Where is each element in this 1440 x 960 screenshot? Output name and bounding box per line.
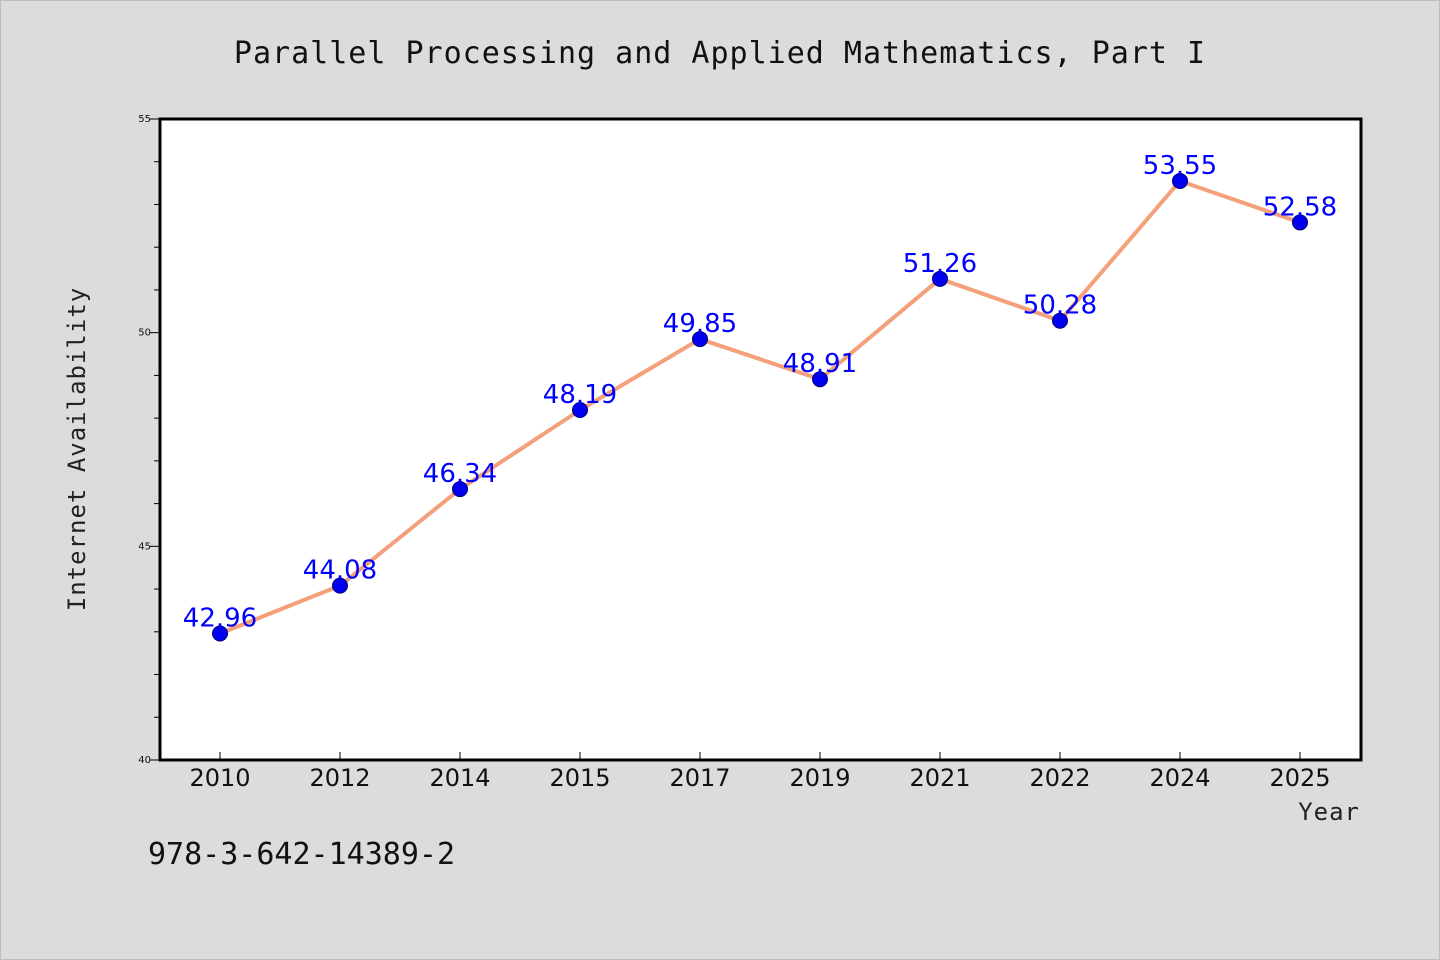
data-point [692,331,708,348]
data-label: 49.85 [663,309,737,339]
y-axis-label: Internet Availability [63,287,91,611]
y-tick-label: 45 [138,541,151,552]
data-label: 48.19 [543,380,617,410]
data-label: 48.91 [783,349,857,379]
series-markers [212,172,1308,642]
y-axis-ticks: 40 45 50 55 [138,114,160,766]
plot-area [158,117,1363,762]
data-point [212,625,228,642]
data-point [1292,214,1308,231]
data-point [1052,312,1068,329]
data-point [812,371,828,388]
chart-title: Parallel Processing and Applied Mathemat… [234,36,1206,71]
data-label: 44.08 [303,556,377,586]
x-axis-ticks: 2010 2012 2014 2015 2017 2019 2021 2022 2024 2025 [189,752,1331,792]
data-label: 51.26 [903,249,977,279]
x-tick-label: 2024 [1149,764,1210,792]
data-label: 52.58 [1263,192,1337,222]
x-tick-label: 2014 [429,764,490,792]
x-axis-label: Year [1298,798,1360,826]
isbn-annotation: 978-3-642-14389-2 [148,837,455,872]
x-tick-label: 2022 [1029,764,1090,792]
data-point [452,481,468,498]
data-point [932,270,948,287]
data-label: 50.28 [1023,291,1097,321]
x-tick-label: 2021 [909,764,970,792]
data-labels: 42.96 44.08 46.34 48.19 49.85 48.91 51.26 50.28… [183,151,1337,634]
y-tick-label: 50 [138,328,151,339]
data-point [572,402,588,419]
data-point [332,577,348,594]
x-tick-label: 2017 [669,764,730,792]
series-line [219,178,1301,636]
data-point [1172,172,1188,189]
x-tick-label: 2025 [1269,764,1330,792]
data-label: 42.96 [183,604,257,634]
data-label: 46.34 [423,459,497,489]
x-tick-label: 2010 [189,764,250,792]
x-tick-label: 2012 [309,764,370,792]
y-tick-label: 55 [138,114,151,125]
x-tick-label: 2019 [789,764,850,792]
x-tick-label: 2015 [549,764,610,792]
data-label: 53.55 [1143,151,1217,181]
y-tick-label: 40 [138,755,151,766]
